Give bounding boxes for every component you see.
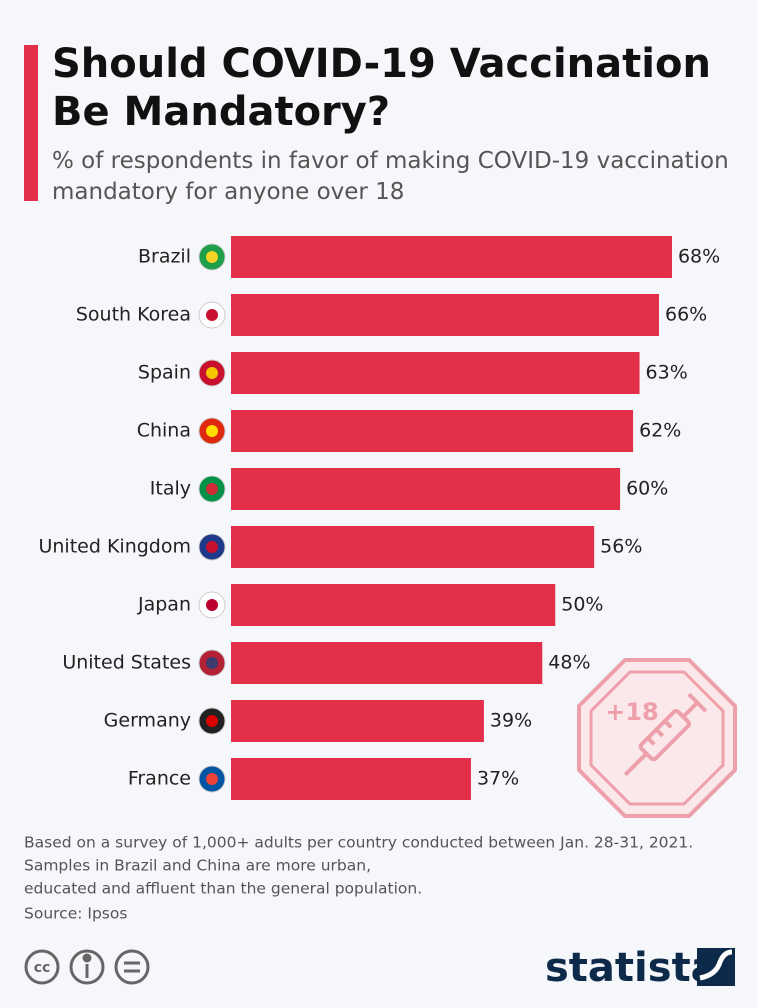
bar: [231, 352, 640, 394]
syringe: [623, 692, 708, 777]
category-label: China: [137, 420, 191, 442]
category-label: France: [128, 768, 191, 790]
flag-icon-detail: [206, 657, 218, 669]
bar: [231, 584, 556, 626]
badge-icon: [577, 658, 737, 818]
value-label: 48%: [548, 652, 590, 674]
category-label: Japan: [137, 594, 191, 616]
license-label: cc: [34, 960, 51, 976]
category-label: Germany: [104, 710, 191, 732]
category-label: Italy: [150, 478, 191, 500]
category-label: Spain: [138, 362, 191, 384]
flag-icon-detail: [206, 715, 218, 727]
value-label: 39%: [490, 710, 532, 732]
value-label: 56%: [600, 536, 642, 558]
category-label: United States: [62, 652, 191, 674]
bar: [231, 236, 672, 278]
value-label: 60%: [626, 478, 668, 500]
note: educated and affluent than the general p…: [24, 880, 422, 898]
flag-icon-detail: [206, 309, 218, 321]
flag-icon-detail: [206, 541, 218, 553]
chart-subtitle: % of respondents in favor of making COVI…: [52, 148, 729, 205]
source: Source: Ipsos: [24, 905, 127, 923]
bar: [231, 410, 634, 452]
value-label: 66%: [665, 304, 707, 326]
flag-icon-detail: [206, 251, 218, 263]
bar: [231, 642, 543, 684]
brand-icon: [697, 948, 735, 986]
value-label: 37%: [477, 768, 519, 790]
value-label: 50%: [561, 594, 603, 616]
category-label: United Kingdom: [38, 536, 191, 558]
category-label: Brazil: [138, 246, 191, 268]
bar: [231, 468, 621, 510]
value-label: 62%: [639, 420, 681, 442]
flag-icon-detail: [206, 367, 218, 379]
note: Based on a survey of 1,000+ adults per c…: [24, 834, 693, 852]
flag-icon-detail: [206, 773, 218, 785]
value-label: 68%: [678, 246, 720, 268]
flag-icon-detail: [206, 599, 218, 611]
accent-bar: [24, 45, 38, 201]
note: Samples in Brazil and China are more urb…: [24, 857, 371, 875]
bar: [231, 758, 471, 800]
brand: statista: [545, 945, 718, 991]
bar: [231, 700, 484, 742]
chart-title: Should COVID-19 Vaccination Be Mandatory…: [52, 41, 711, 135]
category-label: South Korea: [76, 304, 191, 326]
flag-icon-detail: [206, 483, 218, 495]
bar: [231, 526, 595, 568]
value-label: 63%: [646, 362, 688, 384]
flag-icon-detail: [206, 425, 218, 437]
badge-label: +18: [605, 698, 659, 726]
bar: [231, 294, 660, 336]
license-icons: [24, 949, 150, 985]
